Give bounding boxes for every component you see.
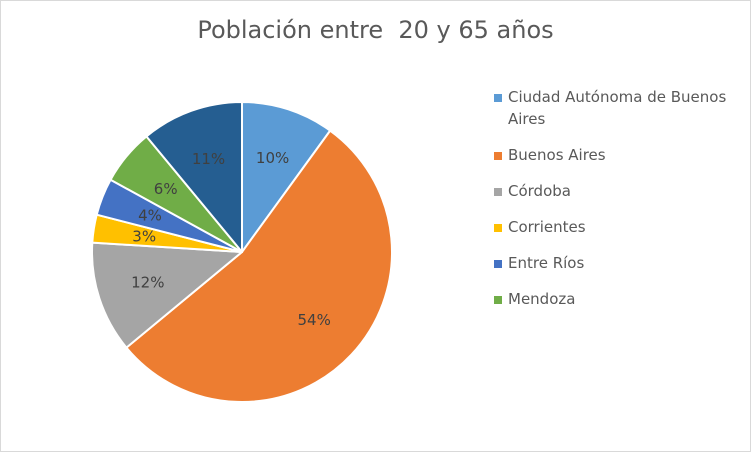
pie-slice: [241, 101, 332, 253]
pie-data-label: 10%: [256, 149, 289, 167]
pie-data-label: 4%: [138, 207, 162, 225]
chart-title: Población entre 20 y 65 años: [197, 16, 554, 44]
pie-data-label: 6%: [154, 180, 178, 198]
legend-item: Córdoba: [494, 180, 744, 202]
legend-swatch: [494, 260, 502, 268]
legend-label: Entre Ríos: [508, 254, 585, 272]
legend-swatch: [494, 188, 502, 196]
legend-item: Mendoza: [494, 288, 744, 310]
legend: Ciudad Autónoma de Buenos Aires Buenos Ai…: [494, 86, 744, 310]
legend-label: Córdoba: [508, 182, 571, 200]
pie-slice: [125, 129, 393, 404]
legend-item: Corrientes: [494, 216, 744, 238]
pie-slice: [145, 101, 243, 253]
pie-slice: [91, 241, 243, 349]
pie-data-label: 3%: [132, 228, 156, 246]
legend-swatch: [494, 94, 502, 102]
legend-item: Buenos Aires: [494, 144, 744, 166]
legend-item: Ciudad Autónoma de Buenos Aires: [494, 86, 744, 130]
legend-item: Entre Ríos: [494, 252, 744, 274]
legend-swatch: [494, 224, 502, 232]
legend-label: Ciudad Autónoma de Buenos Aires: [508, 88, 727, 128]
legend-label: Corrientes: [508, 218, 586, 236]
legend-swatch: [494, 296, 502, 304]
pie-data-label: 12%: [131, 274, 164, 292]
legend-label: Mendoza: [508, 290, 576, 308]
legend-label: Buenos Aires: [508, 146, 606, 164]
pie-data-label: 11%: [192, 150, 225, 168]
legend-swatch: [494, 152, 502, 160]
pie-data-label: 54%: [298, 311, 331, 329]
